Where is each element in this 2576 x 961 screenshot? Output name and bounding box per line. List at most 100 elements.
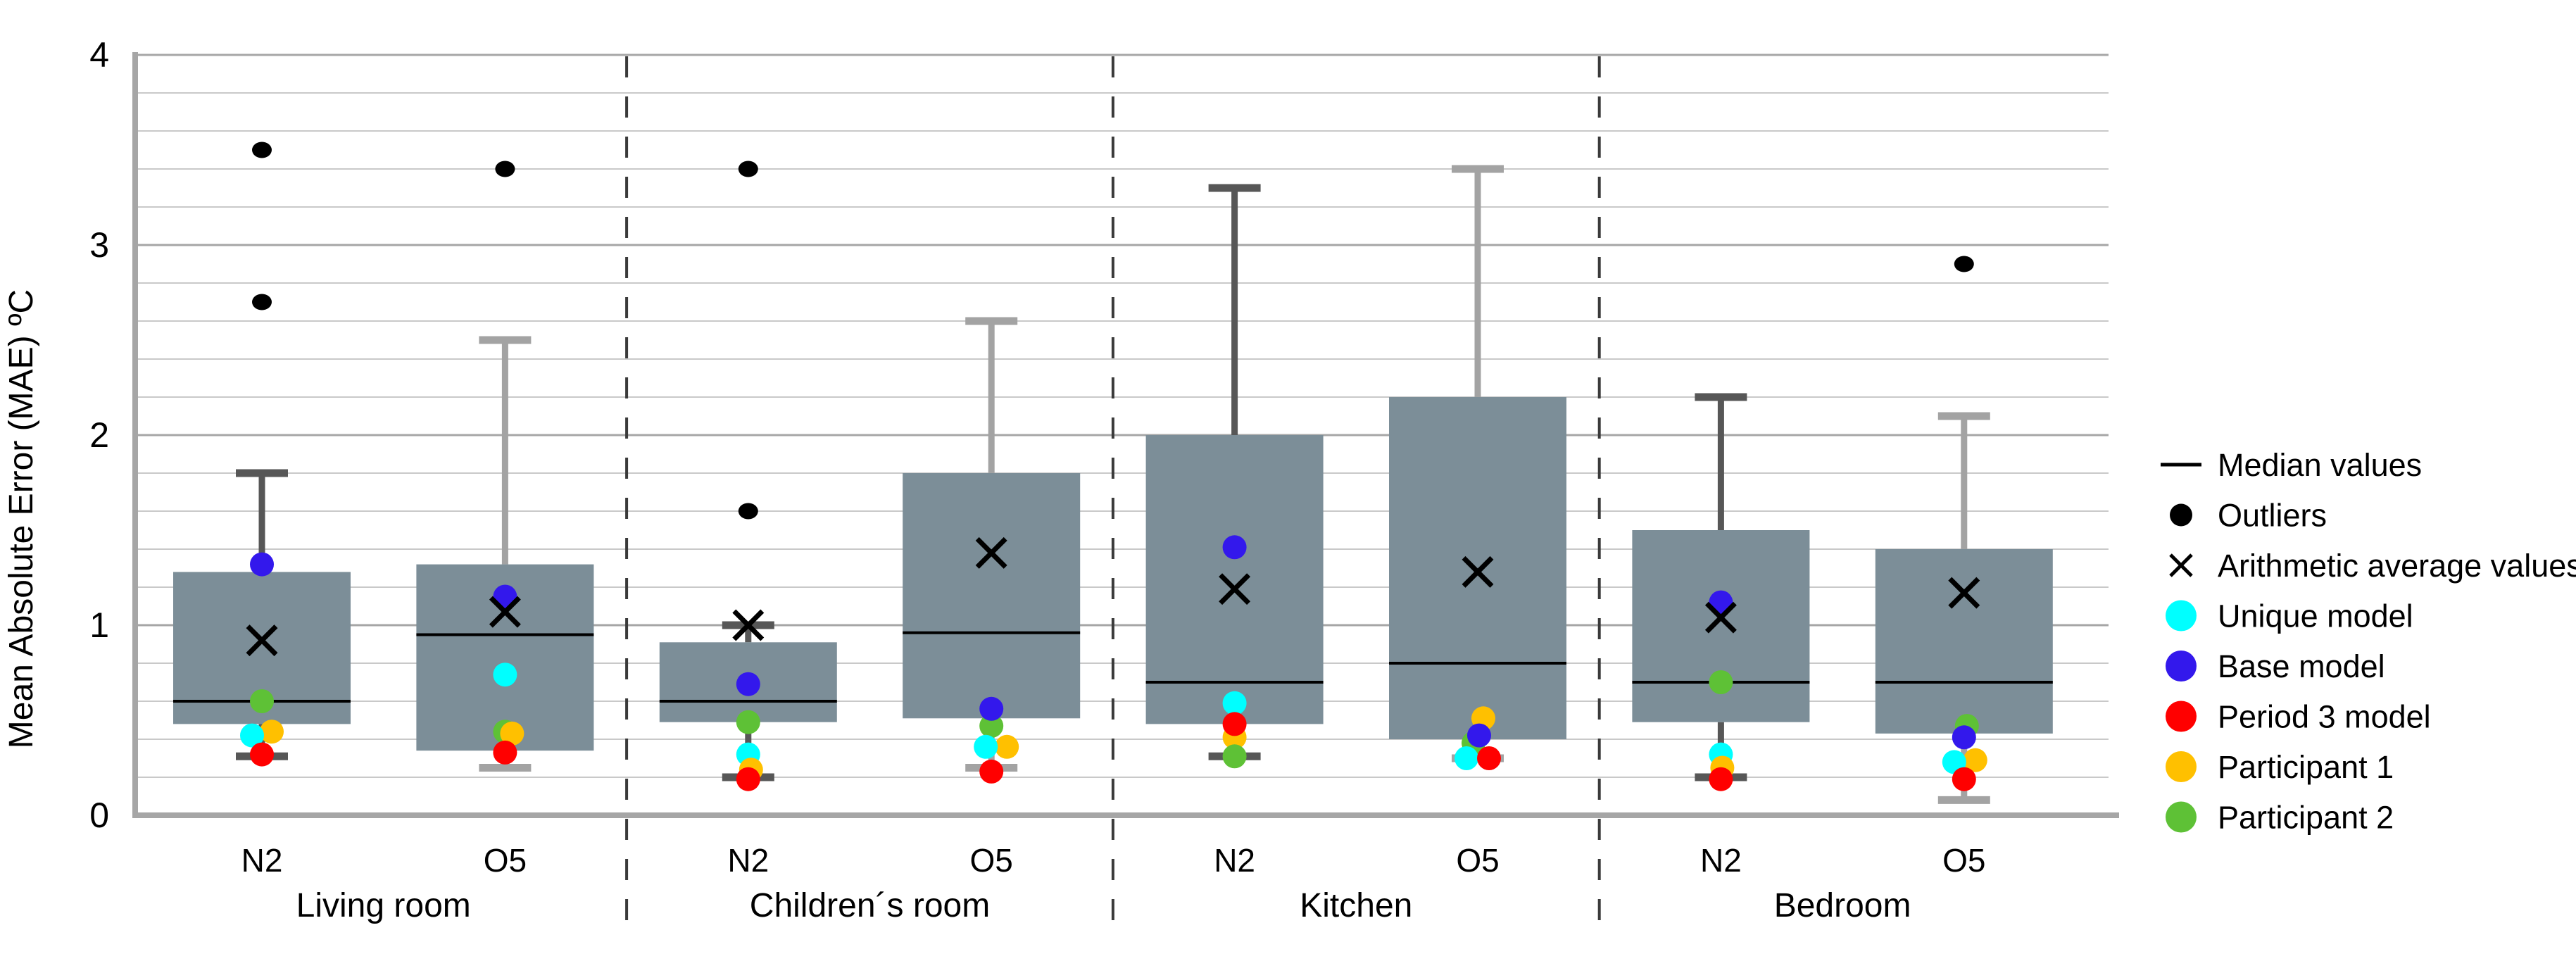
- box-rect: [1145, 435, 1324, 724]
- legend-dot-icon: [2166, 701, 2197, 732]
- model-dot-base: [1222, 535, 1247, 560]
- mean-x-marker: [489, 596, 521, 628]
- boxes-layer: [173, 142, 2053, 804]
- outlier-dot: [1954, 256, 1974, 272]
- category-label: N2: [1214, 842, 1255, 879]
- model-dot-base: [979, 696, 1004, 721]
- y-tick-labels: 0 1 2 3 4: [89, 35, 109, 835]
- model-dot-participant2: [736, 710, 760, 734]
- outlier-dot: [495, 161, 515, 177]
- y-tick-4: 4: [89, 35, 109, 75]
- legend-item-participant-2: Participant 2: [2166, 800, 2394, 836]
- box-rect: [1389, 397, 1566, 739]
- model-dot-unique: [1455, 746, 1478, 770]
- box-group-living-room-n2: [173, 142, 351, 767]
- mean-x-marker: [975, 536, 1007, 569]
- x-labels-layer: N2 O5 Living room N2 O5 Children´s room N2 O5 Ki…: [241, 842, 1986, 924]
- category-label: N2: [727, 842, 769, 879]
- model-dot-participant1: [1963, 748, 1987, 772]
- category-label: N2: [1700, 842, 1742, 879]
- category-label: O5: [1456, 842, 1499, 879]
- model-dot-base: [736, 672, 760, 696]
- category-label: N2: [241, 842, 283, 879]
- mean-x-icon: [2169, 553, 2193, 577]
- outlier-dot: [252, 142, 272, 158]
- model-dot-period3: [493, 740, 517, 765]
- model-dot-base: [250, 552, 274, 577]
- box-group-bedroom-o5: [1875, 256, 2053, 804]
- mean-x-marker: [1462, 555, 1494, 588]
- box-group-kitchen-o5: [1389, 165, 1566, 770]
- outlier-dot: [252, 294, 272, 310]
- room-label: Children´s room: [750, 887, 990, 924]
- y-tick-2: 2: [89, 415, 109, 455]
- model-dot-period3: [736, 767, 760, 791]
- mean-x-marker: [1219, 573, 1251, 605]
- model-dot-period3: [1952, 767, 1976, 791]
- model-dot-participant2: [1222, 744, 1247, 769]
- model-dot-participant2: [979, 714, 1004, 739]
- model-dot-unique: [974, 734, 998, 759]
- model-dot-participant2: [1709, 670, 1733, 694]
- legend-item-base-model: Base model: [2166, 648, 2385, 684]
- box-group-living-room-o5: [416, 161, 594, 772]
- y-axis-title: Mean Absolute Error (MAE) ºC: [3, 289, 40, 748]
- legend-item-unique-model: Unique model: [2166, 598, 2413, 634]
- model-dot-base: [1952, 725, 1976, 750]
- box-rect: [903, 473, 1081, 719]
- y-tick-3: 3: [89, 225, 109, 265]
- room-label: Kitchen: [1300, 887, 1412, 924]
- category-label: O5: [970, 842, 1013, 879]
- legend-label: Base model: [2218, 648, 2385, 684]
- model-dot-unique: [1222, 691, 1247, 715]
- model-dot-unique: [493, 662, 517, 687]
- model-dot-period3: [1477, 746, 1501, 770]
- box-group-children-s-room-o5: [903, 317, 1081, 784]
- legend-item-participant-1: Participant 1: [2166, 749, 2394, 785]
- model-dot-participant1: [260, 720, 284, 744]
- model-dot-participant2: [250, 689, 274, 713]
- box-group-bedroom-n2: [1632, 393, 1810, 791]
- legend-item-period-3-model: Period 3 model: [2166, 699, 2431, 735]
- legend-label: Participant 1: [2218, 749, 2394, 785]
- legend-item-arithmetic-average-values: Arithmetic average values: [2169, 548, 2576, 584]
- model-dot-period3: [1709, 767, 1733, 791]
- legend-dot-icon: [2166, 751, 2197, 782]
- category-label: O5: [1942, 842, 1985, 879]
- model-dot-period3: [250, 742, 274, 767]
- legend-item-median-values: Median values: [2161, 447, 2422, 483]
- y-tick-1: 1: [89, 605, 109, 645]
- room-label: Living room: [296, 887, 471, 924]
- box-group-children-s-room-n2: [659, 161, 837, 791]
- room-label: Bedroom: [1774, 887, 1911, 924]
- legend-dot-icon: [2166, 600, 2197, 632]
- group-separators: [625, 56, 1601, 929]
- mean-x-marker: [246, 624, 278, 657]
- legend-label: Unique model: [2218, 598, 2413, 634]
- model-dot-period3: [979, 759, 1004, 784]
- mean-x-marker: [1704, 601, 1737, 634]
- model-dot-unique: [240, 723, 264, 748]
- outlier-dot: [738, 503, 758, 520]
- model-dot-participant1: [995, 734, 1019, 759]
- axes: [132, 52, 2119, 818]
- legend-dot-icon: [2166, 801, 2197, 833]
- legend-label: Arithmetic average values: [2218, 548, 2576, 584]
- legend-label: Median values: [2218, 447, 2422, 483]
- legend-label: Participant 2: [2218, 800, 2394, 836]
- mean-x-marker: [1948, 577, 1980, 609]
- model-dot-participant1: [500, 721, 524, 746]
- legend-label: Outliers: [2218, 498, 2327, 534]
- box-group-kitchen-n2: [1145, 184, 1324, 769]
- model-dot-base: [1467, 723, 1491, 748]
- legend: Median values Outliers Arithmetic average …: [2161, 447, 2576, 836]
- category-label: O5: [484, 842, 527, 879]
- mean-x-marker: [732, 609, 765, 641]
- box-rect: [1875, 549, 2053, 734]
- outlier-dot: [738, 161, 758, 177]
- legend-label: Period 3 model: [2218, 699, 2431, 735]
- model-dot-period3: [1222, 712, 1247, 736]
- legend-item-outliers: Outliers: [2170, 498, 2327, 534]
